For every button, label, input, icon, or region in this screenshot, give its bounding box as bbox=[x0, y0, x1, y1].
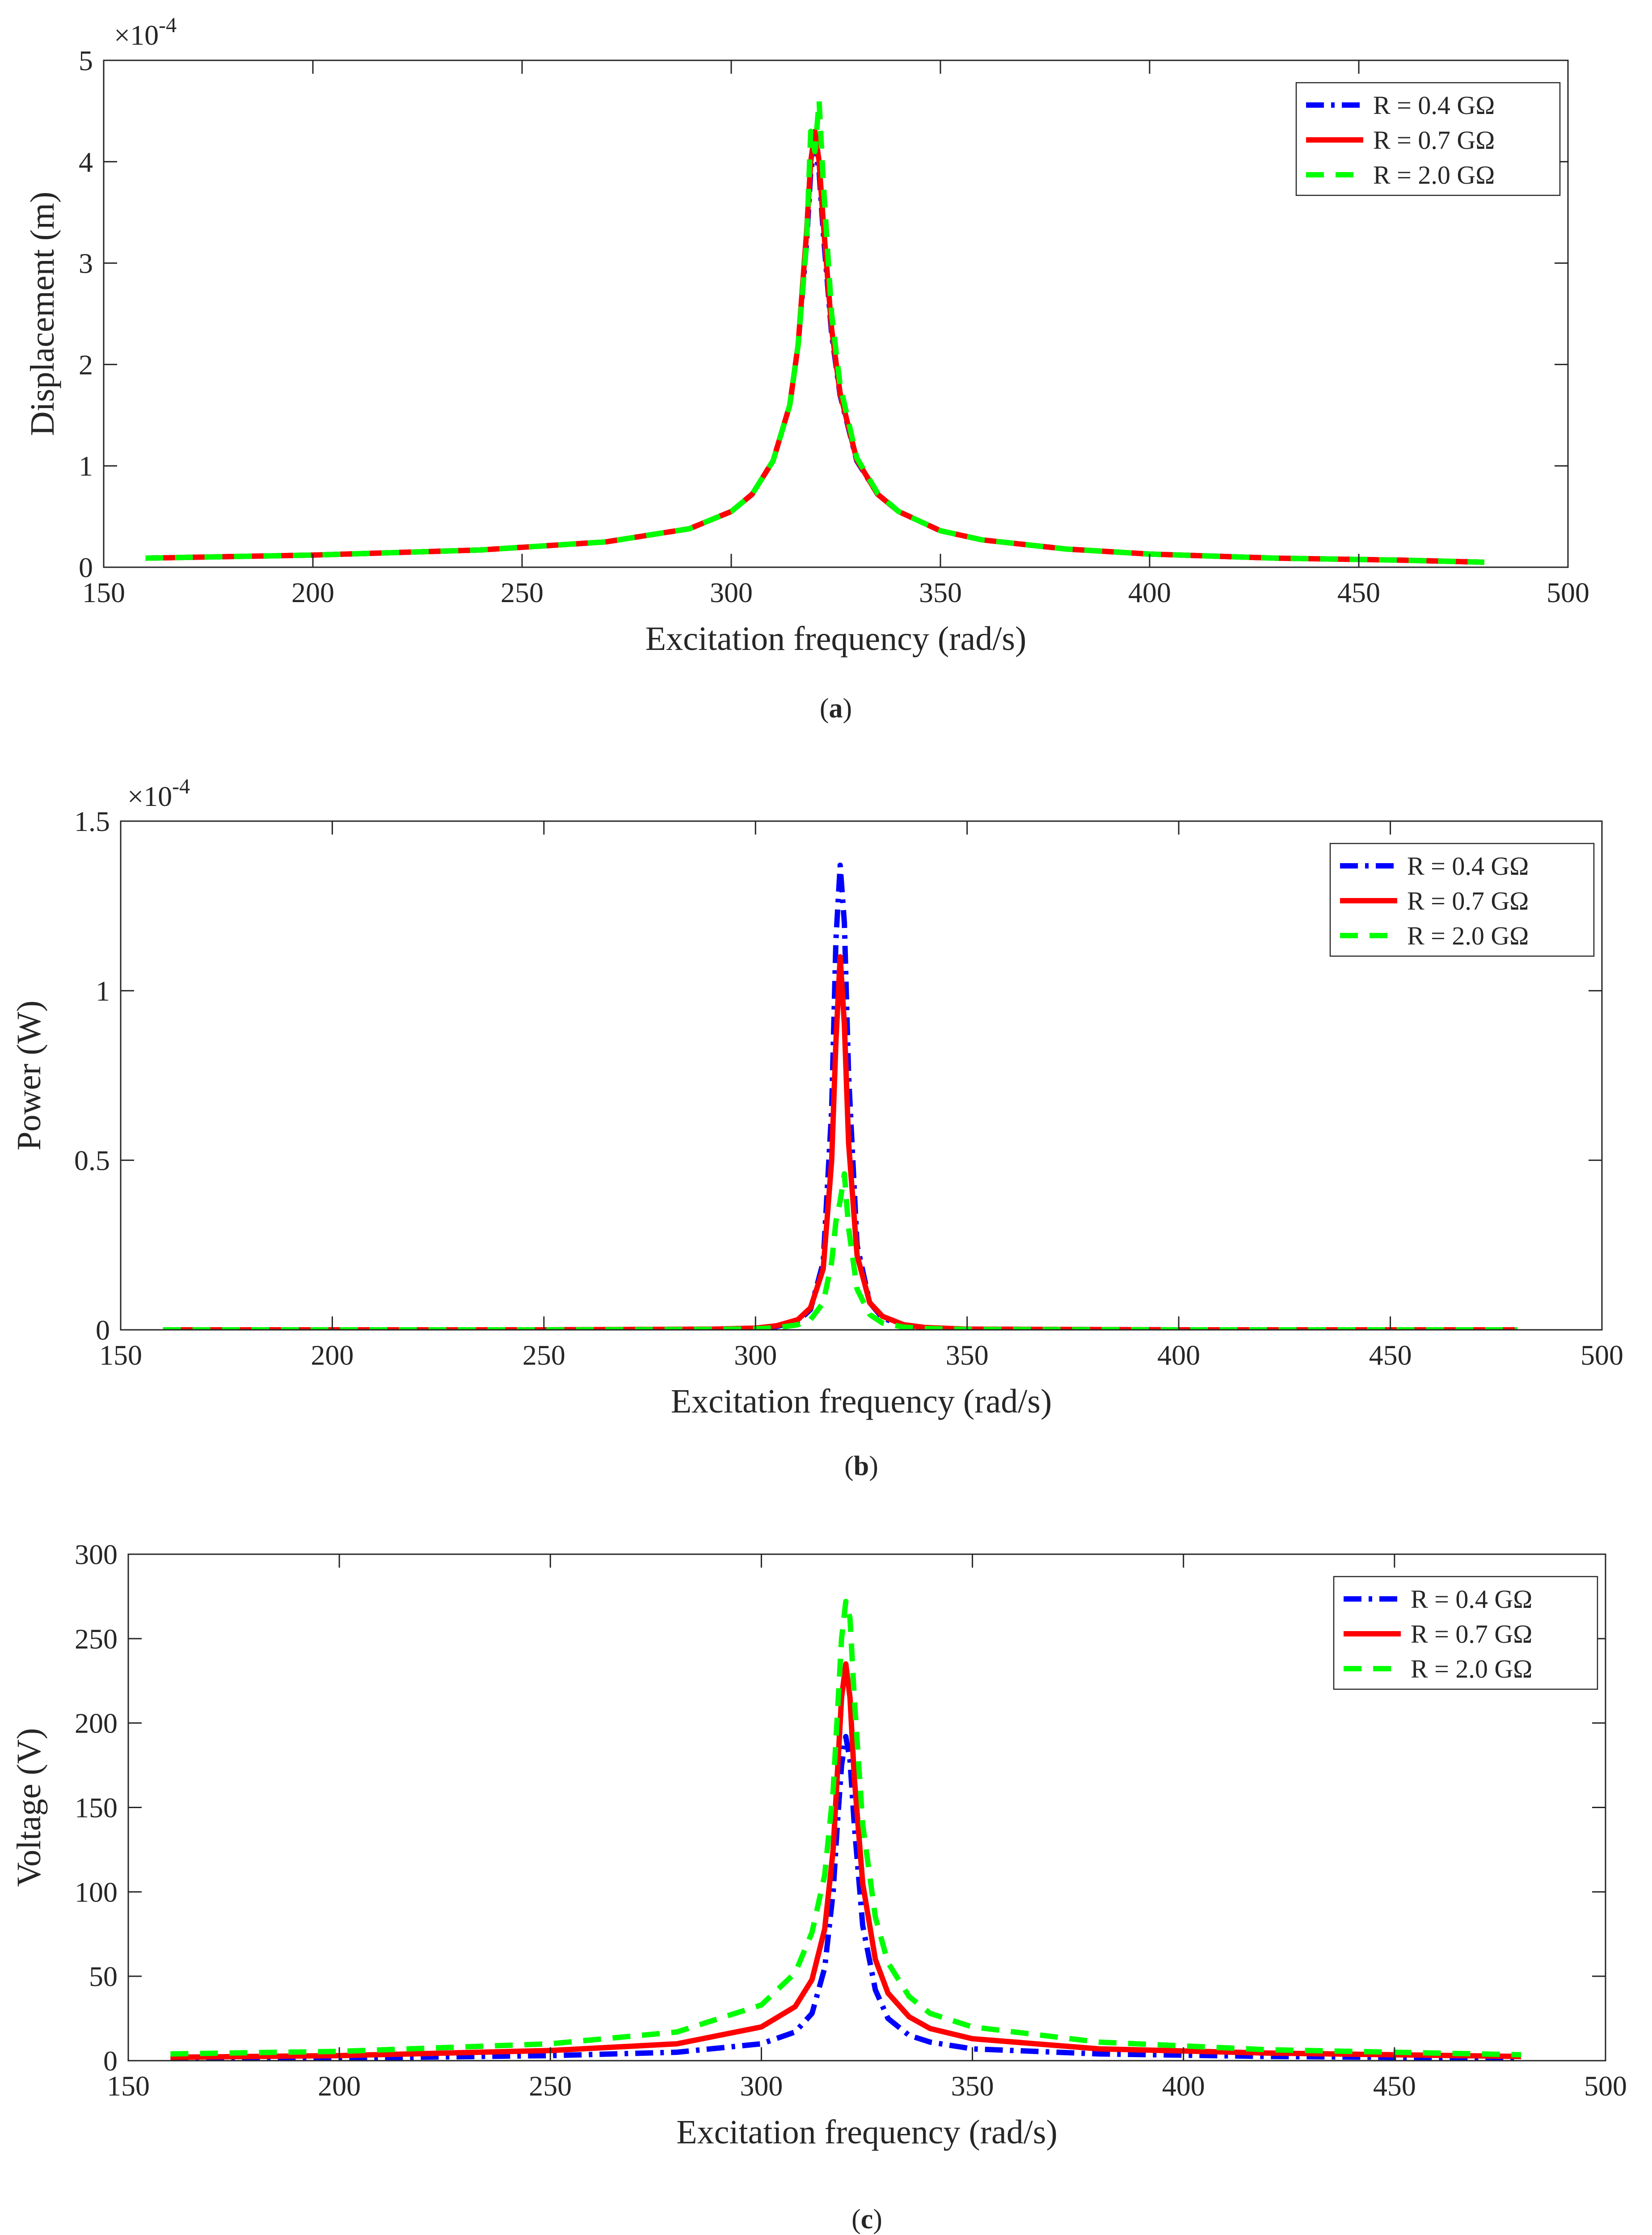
x-tick-label: 450 bbox=[1369, 1339, 1412, 1371]
y-tick-label: 1 bbox=[96, 975, 110, 1007]
axis-exponent-power: -4 bbox=[172, 775, 190, 798]
axis-exponent-power: -4 bbox=[159, 13, 177, 37]
y-tick-label: 1.5 bbox=[74, 805, 110, 837]
legend-label-0: R = 0.4 GΩ bbox=[1407, 852, 1529, 881]
y-tick-label: 300 bbox=[75, 1539, 118, 1570]
legend-label-2: R = 2.0 GΩ bbox=[1407, 921, 1529, 950]
legend-label-0: R = 0.4 GΩ bbox=[1373, 91, 1495, 120]
x-tick-label: 500 bbox=[1580, 1339, 1623, 1371]
y-tick-label: 150 bbox=[75, 1792, 118, 1824]
x-tick-label: 300 bbox=[740, 2070, 783, 2102]
legend: R = 0.4 GΩ R = 0.7 GΩ R = 2.0 GΩ bbox=[1295, 82, 1561, 196]
legend: R = 0.4 GΩ R = 0.7 GΩ R = 2.0 GΩ bbox=[1329, 843, 1595, 957]
legend: R = 0.4 GΩ R = 0.7 GΩ R = 2.0 GΩ bbox=[1333, 1576, 1598, 1690]
panel-caption: (a) bbox=[820, 693, 852, 724]
y-axis-label: Power (W) bbox=[10, 1000, 48, 1151]
y-tick-label: 200 bbox=[75, 1708, 118, 1739]
x-tick-label: 500 bbox=[1584, 2070, 1627, 2102]
y-tick-label: 3 bbox=[79, 248, 93, 279]
x-tick-label: 150 bbox=[82, 577, 125, 608]
x-tick-label: 150 bbox=[99, 1339, 142, 1371]
x-tick-label: 300 bbox=[734, 1339, 777, 1371]
legend-label-1: R = 0.7 GΩ bbox=[1407, 886, 1529, 915]
x-tick-label: 450 bbox=[1373, 2070, 1416, 2102]
x-tick-label: 250 bbox=[523, 1339, 565, 1371]
y-tick-label: 250 bbox=[75, 1623, 118, 1655]
chart-panel-a: 150 200 250 300 350 400 450 500 0 1 2 3 4 5 ×10-4 Excit… bbox=[24, 13, 1589, 724]
x-tick-label: 250 bbox=[501, 577, 544, 608]
series-line-0 bbox=[170, 1733, 1521, 2061]
legend-label-0: R = 0.4 GΩ bbox=[1411, 1585, 1532, 1614]
y-tick-label: 2 bbox=[79, 349, 93, 380]
y-tick-label: 0.5 bbox=[74, 1145, 110, 1177]
x-tick-label: 450 bbox=[1337, 577, 1380, 608]
x-tick-label: 400 bbox=[1162, 2070, 1205, 2102]
legend-label-1: R = 0.7 GΩ bbox=[1411, 1619, 1532, 1649]
axes-box bbox=[103, 59, 1569, 568]
axes-box bbox=[120, 820, 1603, 1331]
axis-exponent: ×10-4 bbox=[127, 775, 190, 812]
y-tick-label: 0 bbox=[96, 1314, 110, 1346]
panel-caption: (b) bbox=[844, 1451, 878, 1481]
x-tick-label: 350 bbox=[951, 2070, 994, 2102]
series-line-1 bbox=[170, 1661, 1521, 2060]
x-tick-label: 400 bbox=[1128, 577, 1171, 608]
x-tick-label: 200 bbox=[318, 2070, 361, 2102]
series-line-2 bbox=[163, 1171, 1517, 1330]
y-axis-label: Voltage (V) bbox=[10, 1728, 48, 1887]
series-line-2 bbox=[145, 98, 1484, 565]
x-axis-label: Excitation frequency (rad/s) bbox=[676, 2113, 1058, 2151]
x-tick-label: 250 bbox=[529, 2070, 572, 2102]
x-tick-label: 350 bbox=[919, 577, 962, 608]
y-tick-label: 50 bbox=[89, 1961, 118, 1992]
axis-exponent: ×10-4 bbox=[114, 13, 177, 51]
series-group bbox=[163, 862, 1517, 1330]
series-line-2 bbox=[170, 1598, 1521, 2058]
series-group bbox=[170, 1598, 1521, 2061]
y-tick-label: 0 bbox=[79, 552, 93, 583]
legend-label-1: R = 0.7 GΩ bbox=[1373, 126, 1495, 155]
x-tick-label: 200 bbox=[291, 577, 334, 608]
y-tick-label: 100 bbox=[75, 1876, 118, 1908]
x-tick-label: 400 bbox=[1157, 1339, 1200, 1371]
x-tick-label: 350 bbox=[946, 1339, 989, 1371]
chart-panel-c: 150 200 250 300 350 400 450 500 0 50 100 150 200 250 3… bbox=[10, 1539, 1627, 2235]
x-tick-label: 300 bbox=[710, 577, 753, 608]
chart-panel-b: 150 200 250 300 350 400 450 500 0 0.5 1 1.5 ×10-4 Exc… bbox=[10, 775, 1623, 1481]
y-tick-label: 5 bbox=[79, 45, 93, 76]
x-tick-label: 200 bbox=[311, 1339, 354, 1371]
x-tick-label: 500 bbox=[1547, 577, 1589, 608]
x-axis-label: Excitation frequency (rad/s) bbox=[645, 620, 1027, 658]
legend-label-2: R = 2.0 GΩ bbox=[1411, 1654, 1532, 1683]
series-group bbox=[145, 98, 1484, 565]
x-tick-label: 150 bbox=[107, 2070, 150, 2102]
y-tick-label: 1 bbox=[79, 450, 93, 482]
y-axis-label: Displacement (m) bbox=[24, 192, 61, 436]
y-tick-label: 0 bbox=[103, 2045, 118, 2077]
y-tick-label: 4 bbox=[79, 146, 93, 178]
panel-caption: (c) bbox=[851, 2204, 882, 2235]
legend-label-2: R = 2.0 GΩ bbox=[1373, 160, 1495, 190]
x-axis-label: Excitation frequency (rad/s) bbox=[671, 1383, 1052, 1420]
